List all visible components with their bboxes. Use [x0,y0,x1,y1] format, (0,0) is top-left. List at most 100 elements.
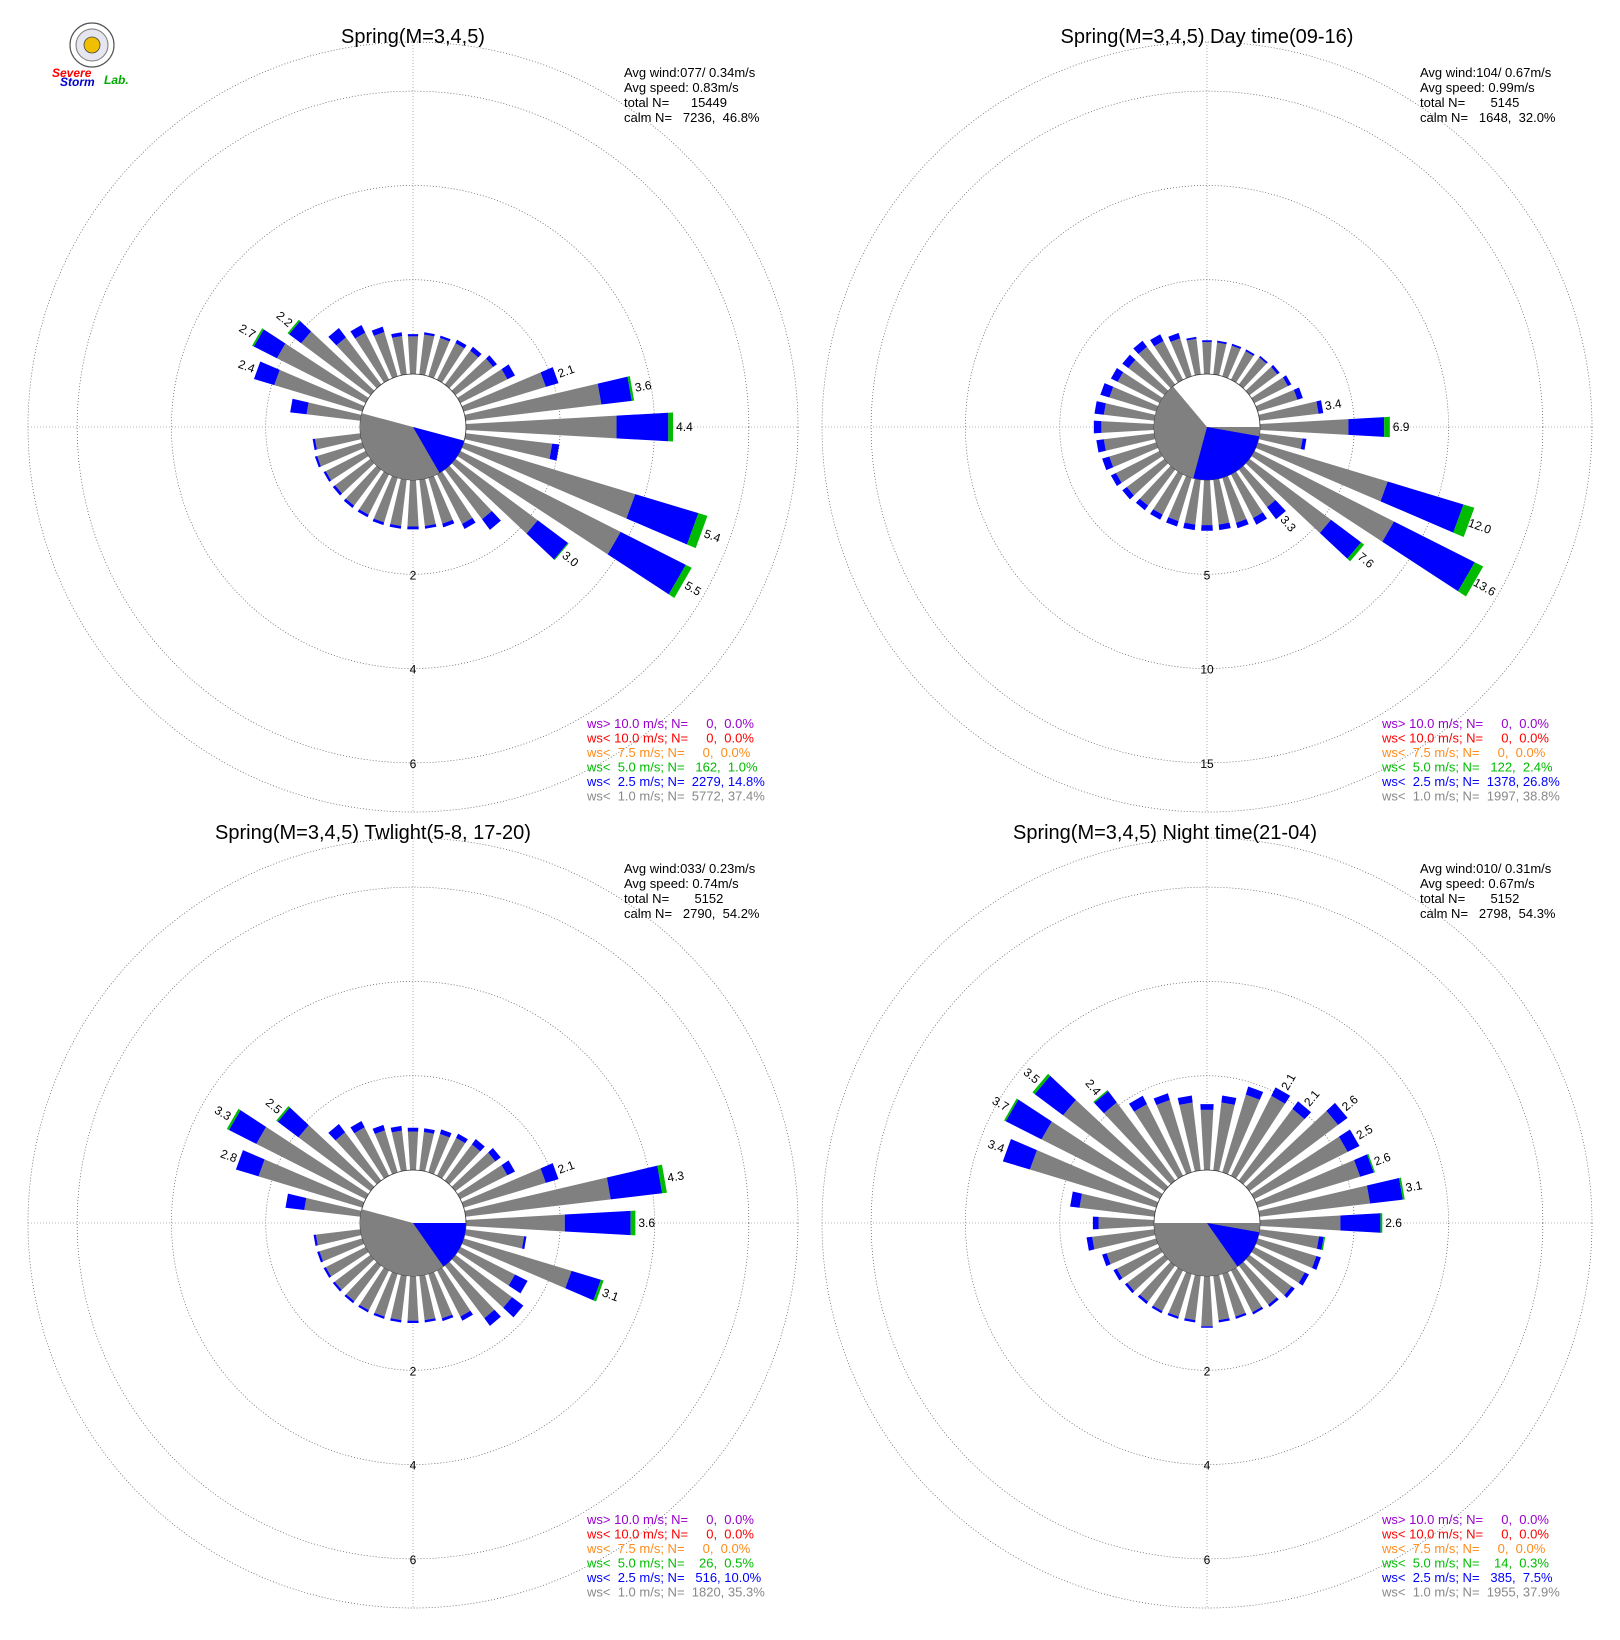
bar-segment-lt2_5 [521,1236,527,1250]
bar-segment-lt1 [317,442,365,467]
bar-segment-lt2_5 [1221,1095,1237,1105]
bar-segment-lt2_5 [1218,1318,1230,1323]
bar-segment-lt1 [1245,1110,1339,1192]
bar-segment-lt1 [314,433,362,450]
bar-segment-lt1 [428,1133,450,1175]
bar-segment-lt5 [630,1210,636,1236]
bar-segment-lt2_5 [1070,1191,1082,1208]
bar-segment-lt2_5 [1316,1236,1324,1250]
bar-segment-lt1 [1127,1254,1169,1292]
bar-segment-lt2_5 [1151,1305,1163,1314]
bar-segment-lt1 [461,372,546,412]
bar-value-label: 2.6 [1339,1092,1361,1114]
legend-entry: ws> 10.0 m/s; N= 0, 0.0% [1381,1512,1549,1527]
stats-line: Avg wind:033/ 0.23m/s [624,861,756,876]
bar-segment-lt2_5 [390,1125,402,1133]
bar-segment-lt2_5 [1348,417,1385,437]
range-ring [965,185,1449,669]
bar-segment-lt2_5 [1166,517,1179,527]
bar-segment-lt2_5 [1096,439,1106,453]
bar-segment-lt5 [1367,1153,1376,1173]
bar-value-label: 6.9 [1393,420,1410,434]
bar-segment-lt1 [334,1254,375,1290]
bar-segment-lt1 [1230,471,1263,519]
bar-segment-lt5 [276,1106,290,1122]
bar-segment-lt5 [226,1108,241,1131]
stats-line: Avg speed: 0.67m/s [1420,876,1535,891]
bar-segment-lt1 [1202,342,1212,375]
bar-segment-lt2_5 [1094,1091,1117,1114]
range-ring [76,90,750,764]
bar-segment-lt1 [1213,1274,1230,1321]
bar-segment-lt5 [627,376,635,401]
stats-line: total N= 5152 [624,891,723,906]
bar-segment-lt5 [593,1279,604,1302]
outer-ring [821,837,1593,1609]
bar-segment-lt2_5 [332,485,343,496]
bar-segment-lt1 [392,335,407,376]
bar-segment-lt2_5 [508,1274,528,1294]
bar-segment-lt5 [287,319,301,335]
bar-segment-lt5 [1458,562,1484,597]
bar-segment-lt2_5 [424,524,437,529]
bar-segment-lt1 [1179,1102,1201,1172]
bar-segment-lt2_5 [372,518,385,526]
bar-value-label: 3.5 [1021,1065,1043,1087]
bar-segment-lt2_5 [1150,334,1164,347]
legend-entry: ws> 10.0 m/s; N= 0, 0.0% [1381,716,1549,731]
bar-segment-lt1 [419,1131,434,1172]
bar-segment-lt2_5 [407,334,419,337]
bar-value-label: 3.6 [638,1216,655,1230]
range-ring [171,981,655,1465]
bar-segment-lt2_5 [350,1120,365,1134]
bar-segment-lt2_5 [1253,512,1267,525]
bar-segment-lt1 [390,1274,407,1321]
stats-line: total N= 5152 [1420,891,1519,906]
bar-segment-lt2_5 [1268,1297,1279,1307]
bar-value-label: 4.3 [666,1168,685,1185]
bar-segment-lt2_5 [1186,336,1197,341]
panel-title: Spring(M=3,4,5) Twlight(5-8, 17-20) [215,822,531,844]
bar-value-label: 3.4 [986,1137,1007,1156]
bar-segment-lt2_5 [1200,1104,1214,1110]
bar-segment-lt5 [657,1164,667,1194]
bar-segment-lt1 [1063,1099,1169,1192]
bar-segment-lt2_5 [313,1234,318,1246]
bar-segment-lt2_5 [1034,1075,1076,1116]
bar-segment-lt1 [354,1127,390,1179]
bar-segment-lt2_5 [1122,354,1136,369]
bar-segment-lt2_5 [1124,1282,1135,1294]
bar-segment-lt2_5 [1094,401,1106,415]
bar-segment-lt1 [1109,442,1159,468]
bar-segment-lt2_5 [1005,1099,1052,1140]
bar-segment-lt5 [1004,1098,1019,1122]
bar-segment-lt1 [1152,1267,1184,1312]
range-ring-label: 6 [410,757,417,771]
bar-segment-lt2_5 [471,1139,485,1152]
bar-segment-lt2_5 [1326,1102,1348,1125]
bar-segment-lt1 [1238,1261,1277,1305]
outer-ring [27,41,799,813]
bar-segment-lt5 [1453,504,1475,538]
bar-segment-lt2_5 [540,367,559,387]
bar-segment-lt1 [1126,458,1169,496]
bar-segment-lt1 [1134,1104,1184,1179]
bar-segment-lt1 [374,1130,398,1175]
bar-segment-lt1 [464,383,602,421]
bar-segment-lt1 [306,402,362,421]
range-ring [965,981,1449,1465]
bar-segment-lt1 [451,458,538,534]
bar-segment-lt2_5 [1168,332,1181,342]
bar-segment-lt1 [1106,1238,1159,1265]
bar-segment-lt1 [444,1261,495,1319]
bar-segment-lt2_5 [455,339,467,349]
bar-segment-lt1 [461,1238,572,1289]
bar-segment-lt5 [1380,1213,1383,1233]
legend-entry: ws< 7.5 m/s; N= 0, 0.0% [1381,745,1546,760]
bar-segment-lt1 [391,1130,407,1172]
range-ring-label: 15 [1200,757,1214,771]
bar-value-label: 2.4 [1082,1076,1104,1098]
range-ring [870,90,1544,764]
bar-segment-lt1 [258,1159,365,1208]
bar-segment-lt1 [1168,1271,1192,1317]
